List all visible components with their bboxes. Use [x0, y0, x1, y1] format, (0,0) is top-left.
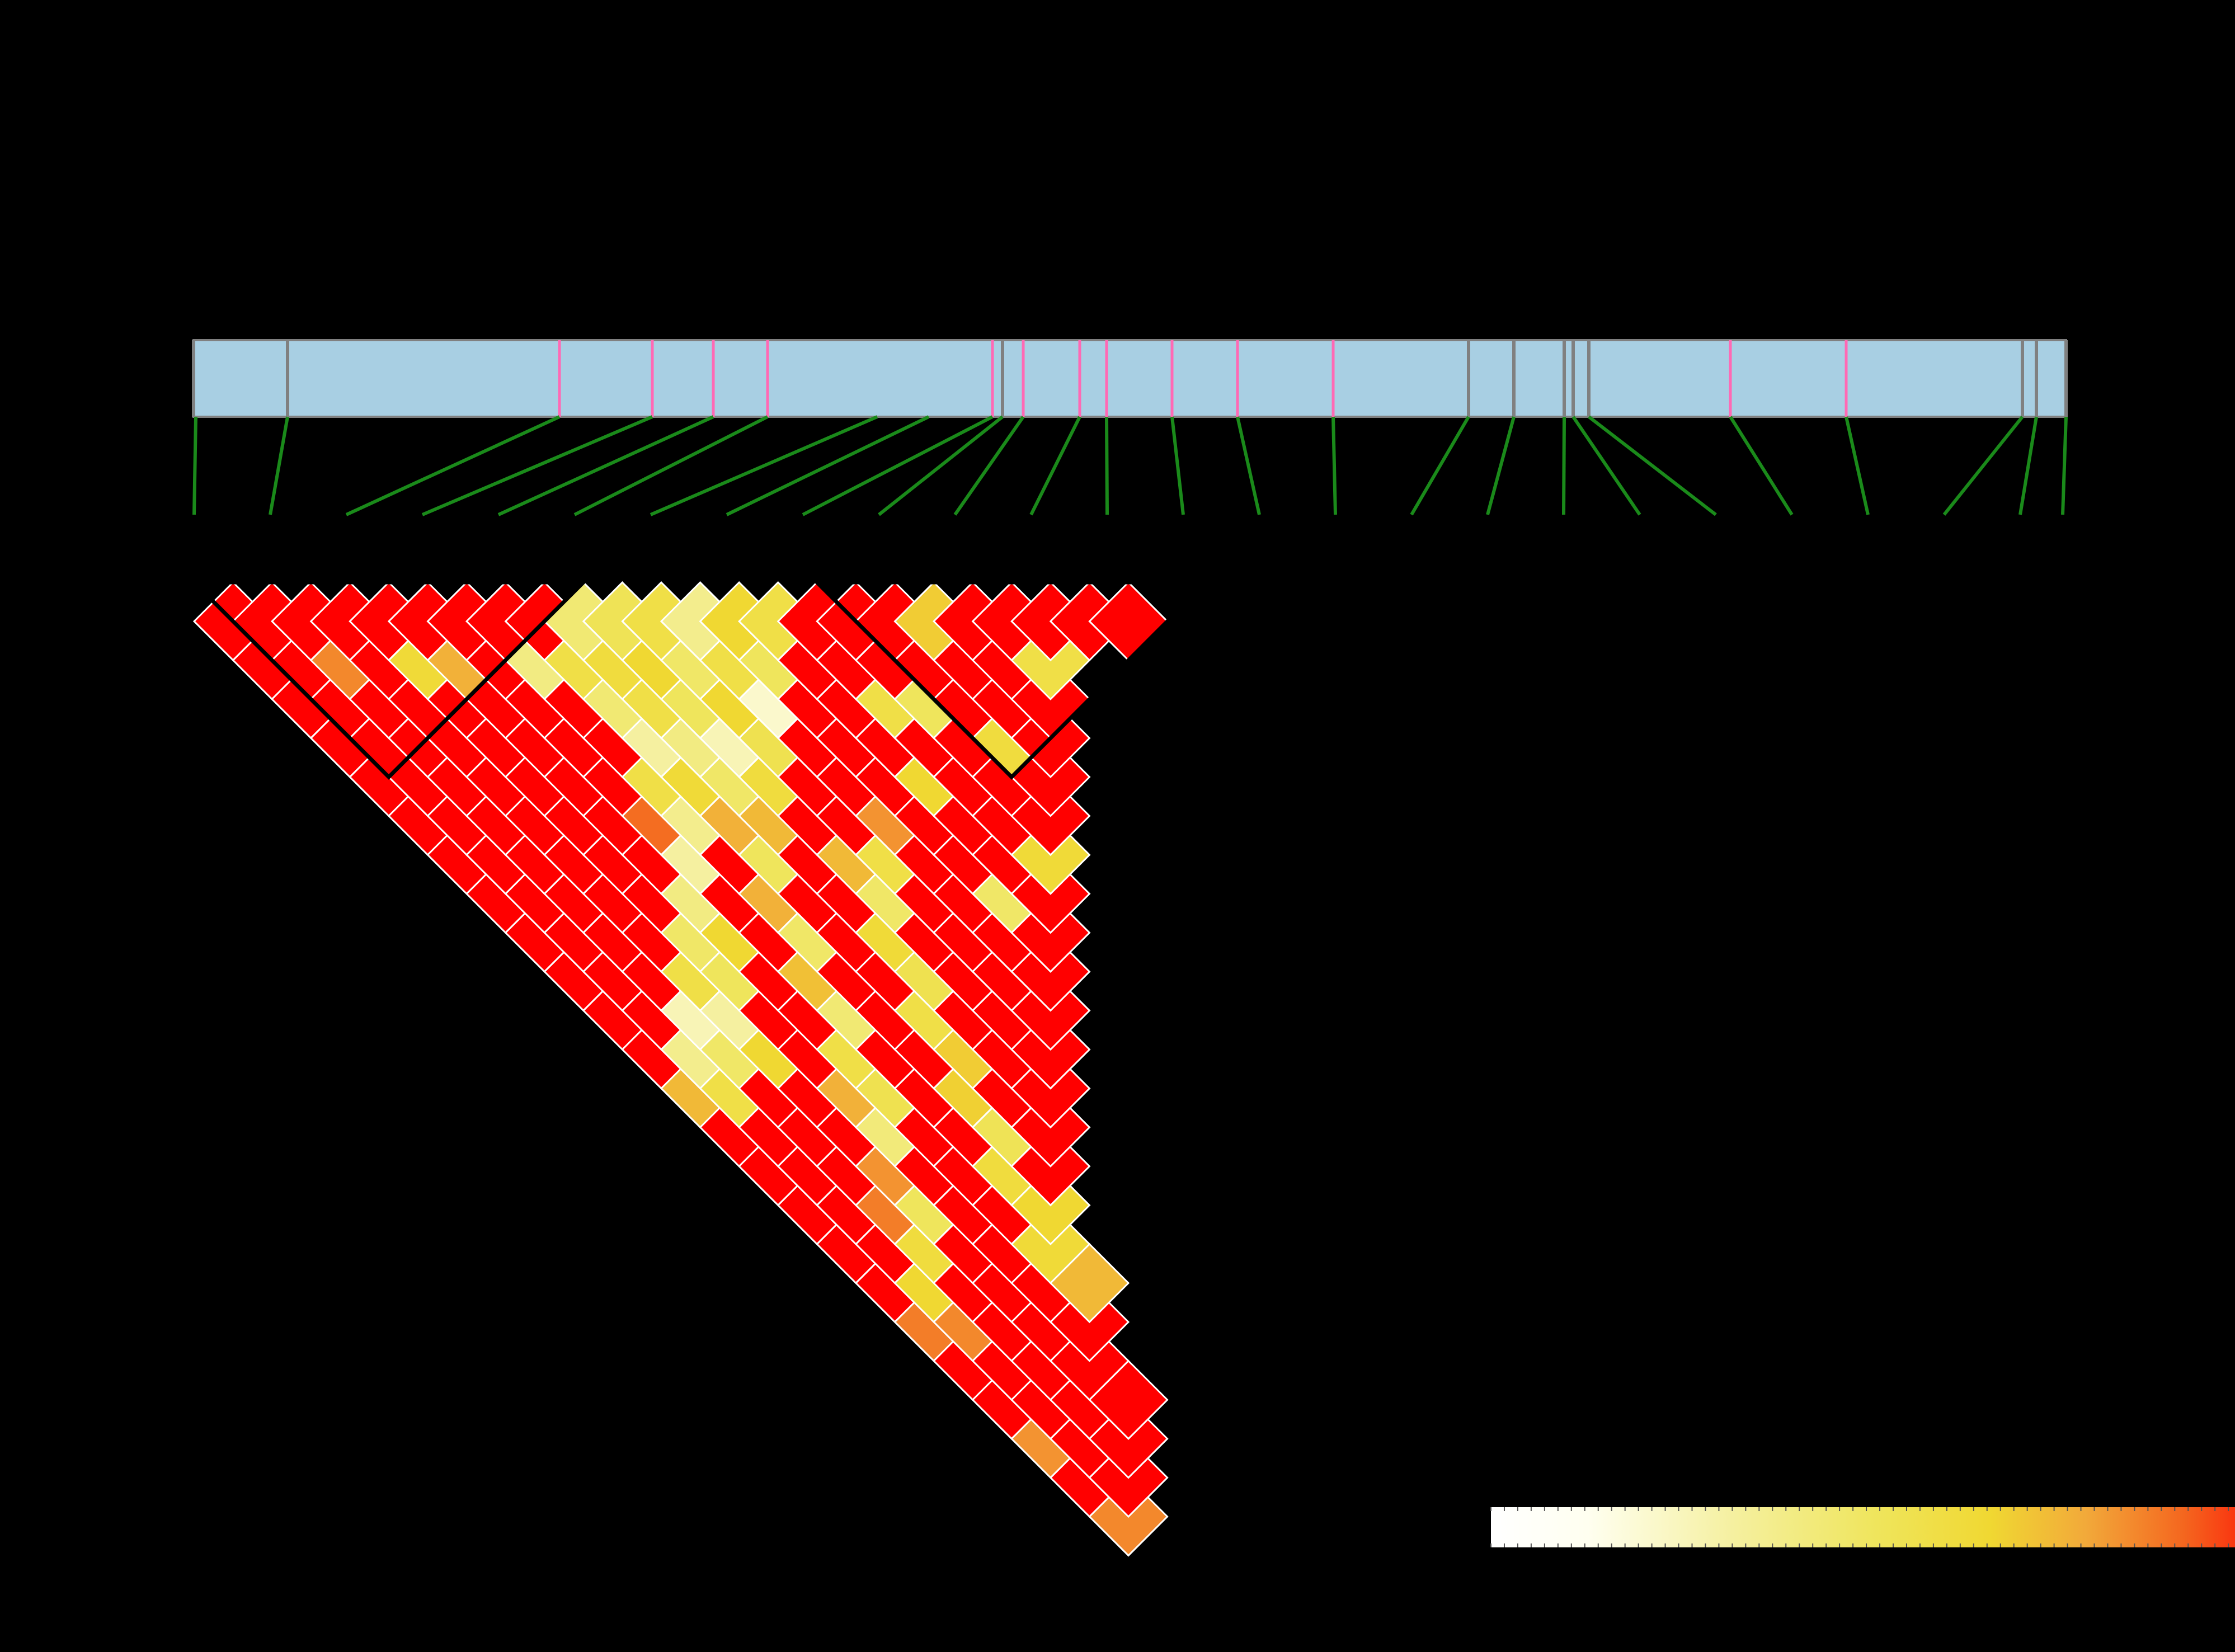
connector-line-1	[192, 416, 197, 515]
region-bar	[192, 339, 2067, 418]
connector-line-12	[1029, 416, 1081, 516]
ld-cell	[1088, 1359, 1169, 1440]
connector-line-8	[726, 415, 930, 516]
connector-line-24	[1942, 416, 2024, 516]
connector-line-20	[1571, 416, 1641, 516]
connector-line-9	[802, 415, 994, 516]
haplotype-block-1[interactable]	[189, 580, 589, 780]
ld-cell	[1049, 1242, 1130, 1324]
connector-line-18	[1486, 416, 1516, 515]
connector-line-25	[2018, 416, 2038, 515]
connector-line-15	[1236, 416, 1261, 515]
connector-line-4	[421, 415, 653, 516]
connector-line-26	[2061, 416, 2068, 515]
connector-line-3	[345, 415, 561, 516]
connector-line-5	[497, 415, 714, 516]
connector-line-21	[1588, 415, 1717, 516]
haplotype-blocks-group	[189, 580, 1834, 780]
color-legend-group	[1490, 1507, 2235, 1547]
connector-line-2	[269, 416, 289, 515]
connector-line-22	[1729, 416, 1794, 516]
connector-line-23	[1845, 416, 1870, 515]
region-track-group	[192, 339, 2068, 418]
connector-line-17	[1410, 416, 1470, 516]
ld-cells-group	[192, 581, 1169, 1557]
connector-line-7	[650, 415, 878, 516]
haplotype-block-3[interactable]	[1746, 580, 1834, 624]
connector-line-14	[1170, 416, 1185, 515]
connector-line-16	[1331, 416, 1337, 515]
connector-line-11	[953, 416, 1025, 516]
haplotype-block-2[interactable]	[812, 580, 1211, 780]
connector-lines-group	[192, 415, 2068, 516]
legend-gradient-bar[interactable]	[1491, 1507, 2235, 1547]
connector-line-6	[573, 415, 769, 516]
connector-line-10	[878, 415, 1004, 516]
